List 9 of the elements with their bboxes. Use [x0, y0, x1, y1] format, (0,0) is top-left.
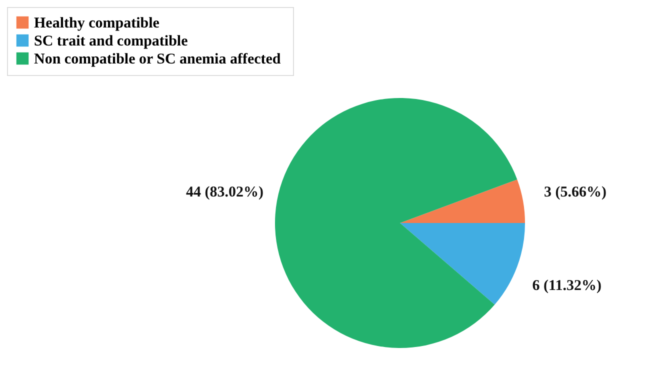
data-label: 6 (11.32%) [532, 278, 602, 294]
pie-slice [400, 179, 525, 223]
pie-slice [275, 98, 518, 348]
legend-label: SC trait and compatible [34, 34, 188, 50]
data-label: 3 (5.66%) [544, 184, 606, 201]
legend-label: Non compatible or SC anemia affected [34, 52, 282, 68]
legend-label: Healthy compatible [34, 16, 160, 32]
pie-slice [400, 223, 525, 305]
data-label: 44 (83.02%) [186, 184, 264, 201]
